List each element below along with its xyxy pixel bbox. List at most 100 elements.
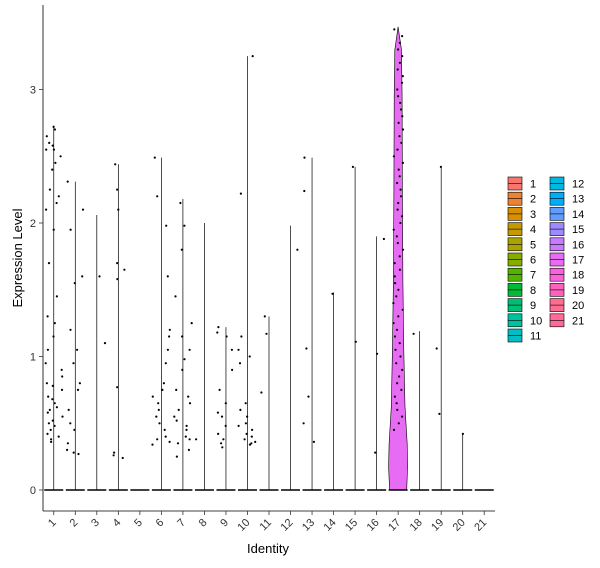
point [164,435,167,438]
point [181,335,184,338]
point [296,248,299,251]
violin-8 [194,223,214,491]
point [224,402,227,405]
point [401,161,404,164]
point [53,128,57,131]
point [399,355,402,358]
point [376,352,379,355]
point [116,386,119,389]
point [393,395,396,398]
point [392,155,395,158]
x-tick-label: 7 [175,517,188,530]
point [244,402,247,405]
point [216,331,219,334]
violin-2 [65,180,85,491]
legend-label-19: 19 [572,285,584,297]
point [401,115,404,118]
point [251,428,254,431]
point [183,358,186,361]
point [399,195,403,198]
legend-label-3: 3 [530,209,536,221]
point [54,161,57,164]
point [176,442,180,445]
point [303,189,306,193]
point [45,135,48,138]
point [246,415,249,418]
legend-label-21: 21 [572,315,584,327]
violin-6 [151,156,171,491]
point [397,201,400,205]
point [400,141,403,144]
point [397,315,400,318]
point [51,384,54,387]
point [395,328,399,331]
point [394,348,397,351]
point [123,268,126,271]
point [188,438,191,441]
point [187,395,190,398]
point [175,455,178,458]
point [81,275,84,278]
x-tick-label: 21 [472,517,489,534]
legend-label-10: 10 [530,315,542,327]
x-tick-label: 1 [46,517,59,530]
point [237,424,240,427]
point [116,188,119,191]
point [184,435,187,438]
point [245,432,248,435]
legend-label-12: 12 [572,179,584,191]
point [155,415,158,418]
point [60,388,64,391]
point [392,428,396,431]
point [354,340,357,343]
point [177,408,180,411]
point [166,348,169,351]
violin-1 [44,125,64,491]
point [181,368,184,371]
point [46,411,49,414]
point [399,188,402,191]
point [396,88,399,91]
point [103,342,107,345]
point [46,432,49,435]
point [45,148,48,151]
point [230,348,233,351]
point [153,156,156,159]
point [46,315,49,318]
y-axis-title: Expression Level [10,208,25,307]
point [250,442,253,445]
point [248,443,252,446]
point [239,408,242,411]
legend-label-11: 11 [530,331,541,343]
point [53,322,56,325]
x-tick-label: 4 [111,517,124,530]
point [248,355,251,358]
point [168,328,171,331]
point [195,438,198,441]
point [66,442,69,445]
point [57,435,60,438]
point [151,395,154,398]
legend-label-20: 20 [572,300,584,312]
point [180,248,183,251]
point [401,55,404,58]
legend-label-5: 5 [530,239,536,251]
point [77,452,80,456]
point [121,456,124,460]
violin-10 [237,55,257,491]
point [396,241,399,245]
y-tick-label: 3 [30,85,36,97]
point [46,348,50,351]
point [220,415,224,418]
point [217,432,220,435]
point [69,328,72,331]
point [397,121,400,124]
point [66,180,69,183]
legend-label-8: 8 [530,285,536,297]
plot-area [44,26,494,491]
point [399,221,402,225]
point [412,332,415,335]
point [51,168,54,171]
point [398,268,401,271]
